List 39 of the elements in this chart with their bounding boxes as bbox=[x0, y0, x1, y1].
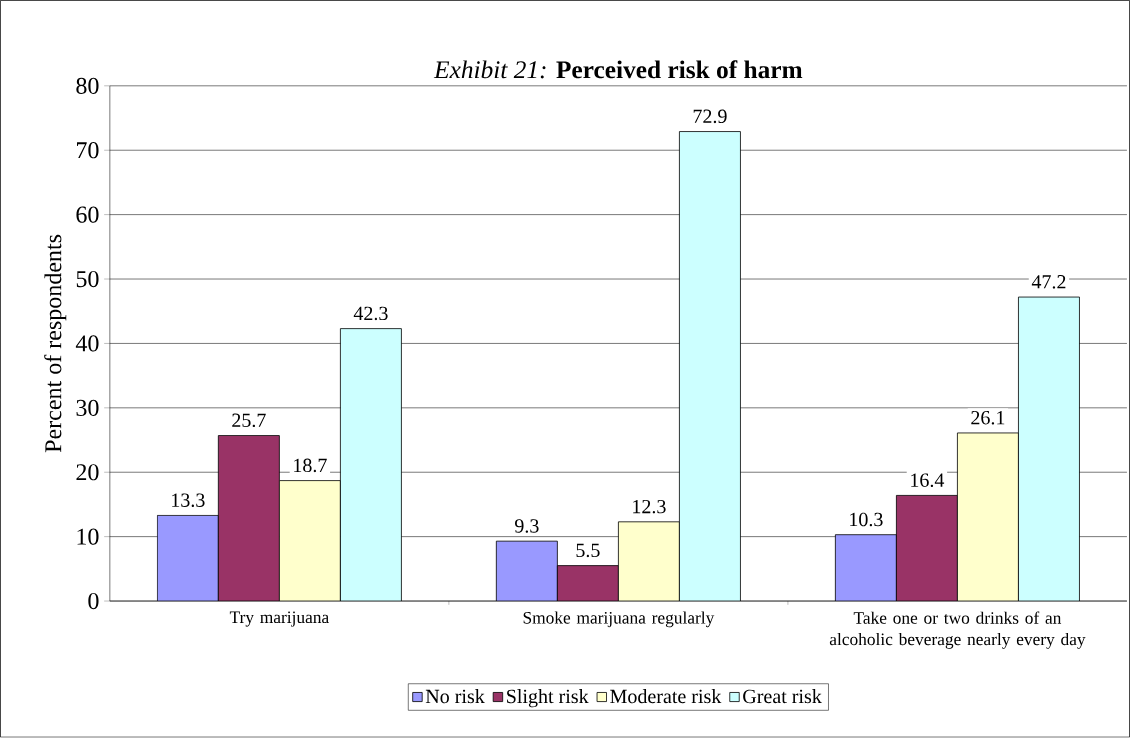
data-label: 18.7 bbox=[294, 458, 327, 473]
data-label: 42.3 bbox=[353, 306, 388, 321]
data-label: 16.4 bbox=[911, 473, 945, 488]
bar bbox=[217, 435, 280, 602]
bar bbox=[1018, 296, 1080, 602]
y-tick-label: 60 bbox=[76, 206, 99, 223]
y-tick-label: 50 bbox=[76, 271, 99, 288]
bar bbox=[556, 565, 619, 602]
data-label: 26.1 bbox=[971, 411, 1005, 425]
legend-label: Great risk bbox=[743, 689, 822, 704]
bar bbox=[679, 131, 741, 602]
y-tick-label: 80 bbox=[76, 77, 99, 95]
data-label: 9.3 bbox=[514, 519, 539, 533]
data-label: 12.3 bbox=[633, 500, 666, 514]
y-tick-label: 40 bbox=[75, 335, 99, 352]
y-tick-label: 20 bbox=[76, 464, 99, 481]
y-tick-label: 10 bbox=[77, 528, 99, 545]
legend-label: Slight risk bbox=[507, 689, 589, 708]
y-tick-label: 70 bbox=[77, 142, 99, 159]
bar bbox=[957, 432, 1019, 602]
legend-label: No risk bbox=[425, 689, 485, 704]
x-tick-label: Try marijuana bbox=[229, 611, 329, 627]
bar bbox=[278, 480, 341, 602]
data-label: 72.9 bbox=[693, 109, 727, 124]
data-label: 25.7 bbox=[232, 413, 266, 428]
y-tick-label: 0 bbox=[88, 593, 99, 610]
data-label: 5.5 bbox=[576, 544, 600, 558]
x-tick-label: Take one or two drinks of an alcoholic beverage nearly every day bbox=[829, 611, 1086, 649]
y-axis-title: Percent of respondents bbox=[44, 235, 67, 453]
data-label: 13.3 bbox=[172, 493, 205, 508]
bar bbox=[339, 328, 402, 602]
data-label: 10.3 bbox=[850, 512, 883, 527]
bar bbox=[895, 495, 958, 602]
chart-title: Exhibit 21: Perceived risk of harm bbox=[433, 60, 803, 79]
data-label: 47.2 bbox=[1031, 275, 1066, 289]
bar bbox=[617, 521, 680, 602]
legend-label: Moderate risk bbox=[610, 689, 722, 704]
y-tick-label: 30 bbox=[76, 399, 99, 417]
x-tick-label: Smoke marijuana regularly bbox=[523, 611, 715, 628]
